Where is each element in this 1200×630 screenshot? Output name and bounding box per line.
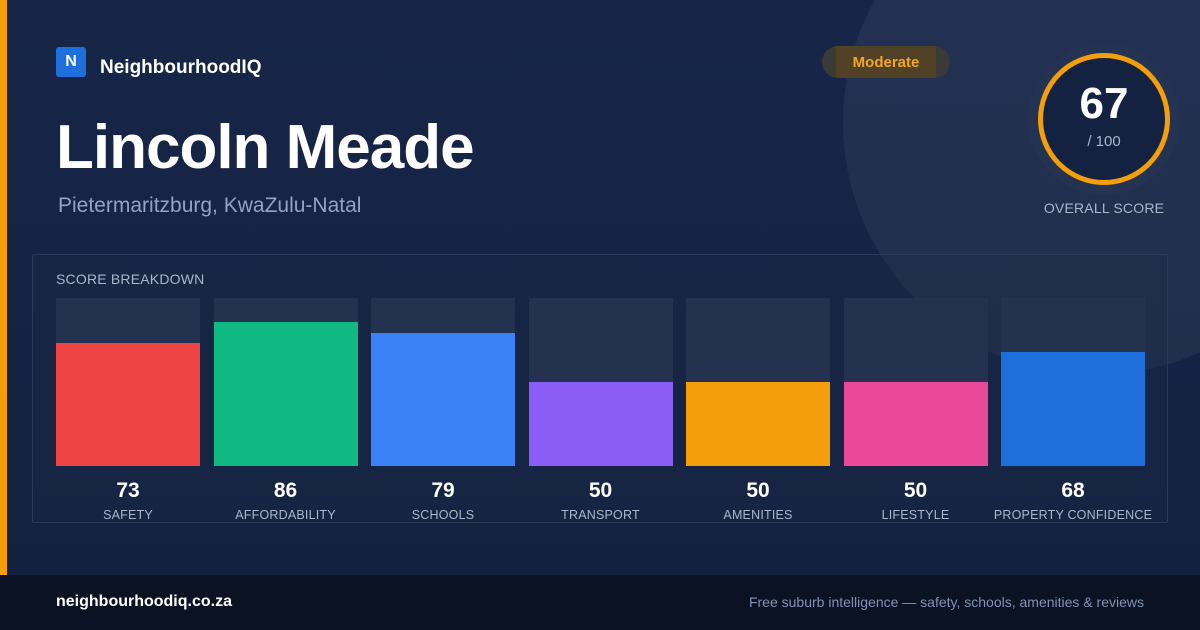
rating-badge: Moderate (822, 46, 950, 78)
suburb-location: Pietermaritzburg, KwaZulu-Natal (58, 194, 362, 217)
score-bar-track (528, 298, 673, 466)
score-bar-label: AMENITIES (723, 508, 793, 522)
score-bar-value: 50 (588, 479, 613, 502)
score-bar-track (686, 298, 830, 466)
score-bar-schools: 79 SCHOOLS (371, 298, 515, 523)
overall-score-label: OVERALL SCORE (1043, 200, 1165, 216)
score-bar-label: PROPERTY CONFIDENCE (993, 508, 1153, 522)
score-bar-value: 50 (746, 479, 770, 502)
brand: N NeighbourhoodIQ (56, 46, 261, 78)
score-bar-value: 86 (273, 479, 298, 502)
score-bar-value: 79 (431, 479, 455, 502)
overall-score-ring (1038, 53, 1170, 185)
score-bar-track (843, 298, 988, 466)
overall-score-max: / 100 (1087, 133, 1121, 150)
score-bar-track (56, 298, 200, 466)
score-bar-track (1001, 298, 1145, 466)
score-bar-label: SCHOOLS (411, 508, 475, 522)
score-bar-property-confidence: 68 PROPERTY CONFIDENCE (994, 298, 1152, 523)
rating-badge-label: Moderate (852, 53, 920, 71)
brand-logo-icon: N (56, 47, 86, 77)
footer (0, 575, 1200, 630)
score-bar-fill (686, 382, 830, 466)
suburb-title: Lincoln Meade (56, 113, 475, 182)
score-bar-value: 73 (116, 479, 140, 502)
score-bar-transport: 50 TRANSPORT (528, 298, 673, 523)
score-bar-label: LIFESTYLE (881, 508, 950, 522)
footer-tagline: Free suburb intelligence — safety, schoo… (748, 594, 1144, 610)
score-bar-label: AFFORDABILITY (235, 508, 336, 522)
score-bar-fill (56, 343, 200, 466)
score-bar-track (371, 298, 515, 466)
brand-name: NeighbourhoodIQ (100, 57, 262, 78)
score-bar-affordability: 86 AFFORDABILITY (213, 298, 358, 523)
score-bar-amenities: 50 AMENITIES (686, 298, 830, 523)
score-bar-value: 68 (1061, 479, 1085, 502)
footer-domain-link[interactable]: neighbourhoodiq.co.za (56, 593, 232, 610)
score-bar-lifestyle: 50 LIFESTYLE (843, 298, 988, 523)
score-bar-track (213, 298, 358, 466)
score-bar-fill (843, 382, 988, 466)
score-bar-value: 50 (903, 479, 928, 502)
score-bar-fill (371, 333, 515, 466)
score-bar-fill (1001, 351, 1145, 466)
score-bar-fill (213, 321, 358, 466)
score-breakdown-title: SCORE BREAKDOWN (56, 271, 205, 287)
score-bar-label: SAFETY (103, 508, 153, 522)
score-bar-safety: 73 SAFETY (56, 298, 200, 523)
score-bar-label: TRANSPORT (561, 508, 640, 522)
overall-score-value: 67 (1079, 79, 1129, 128)
accent-bar (0, 0, 7, 575)
score-bar-fill (528, 382, 673, 466)
